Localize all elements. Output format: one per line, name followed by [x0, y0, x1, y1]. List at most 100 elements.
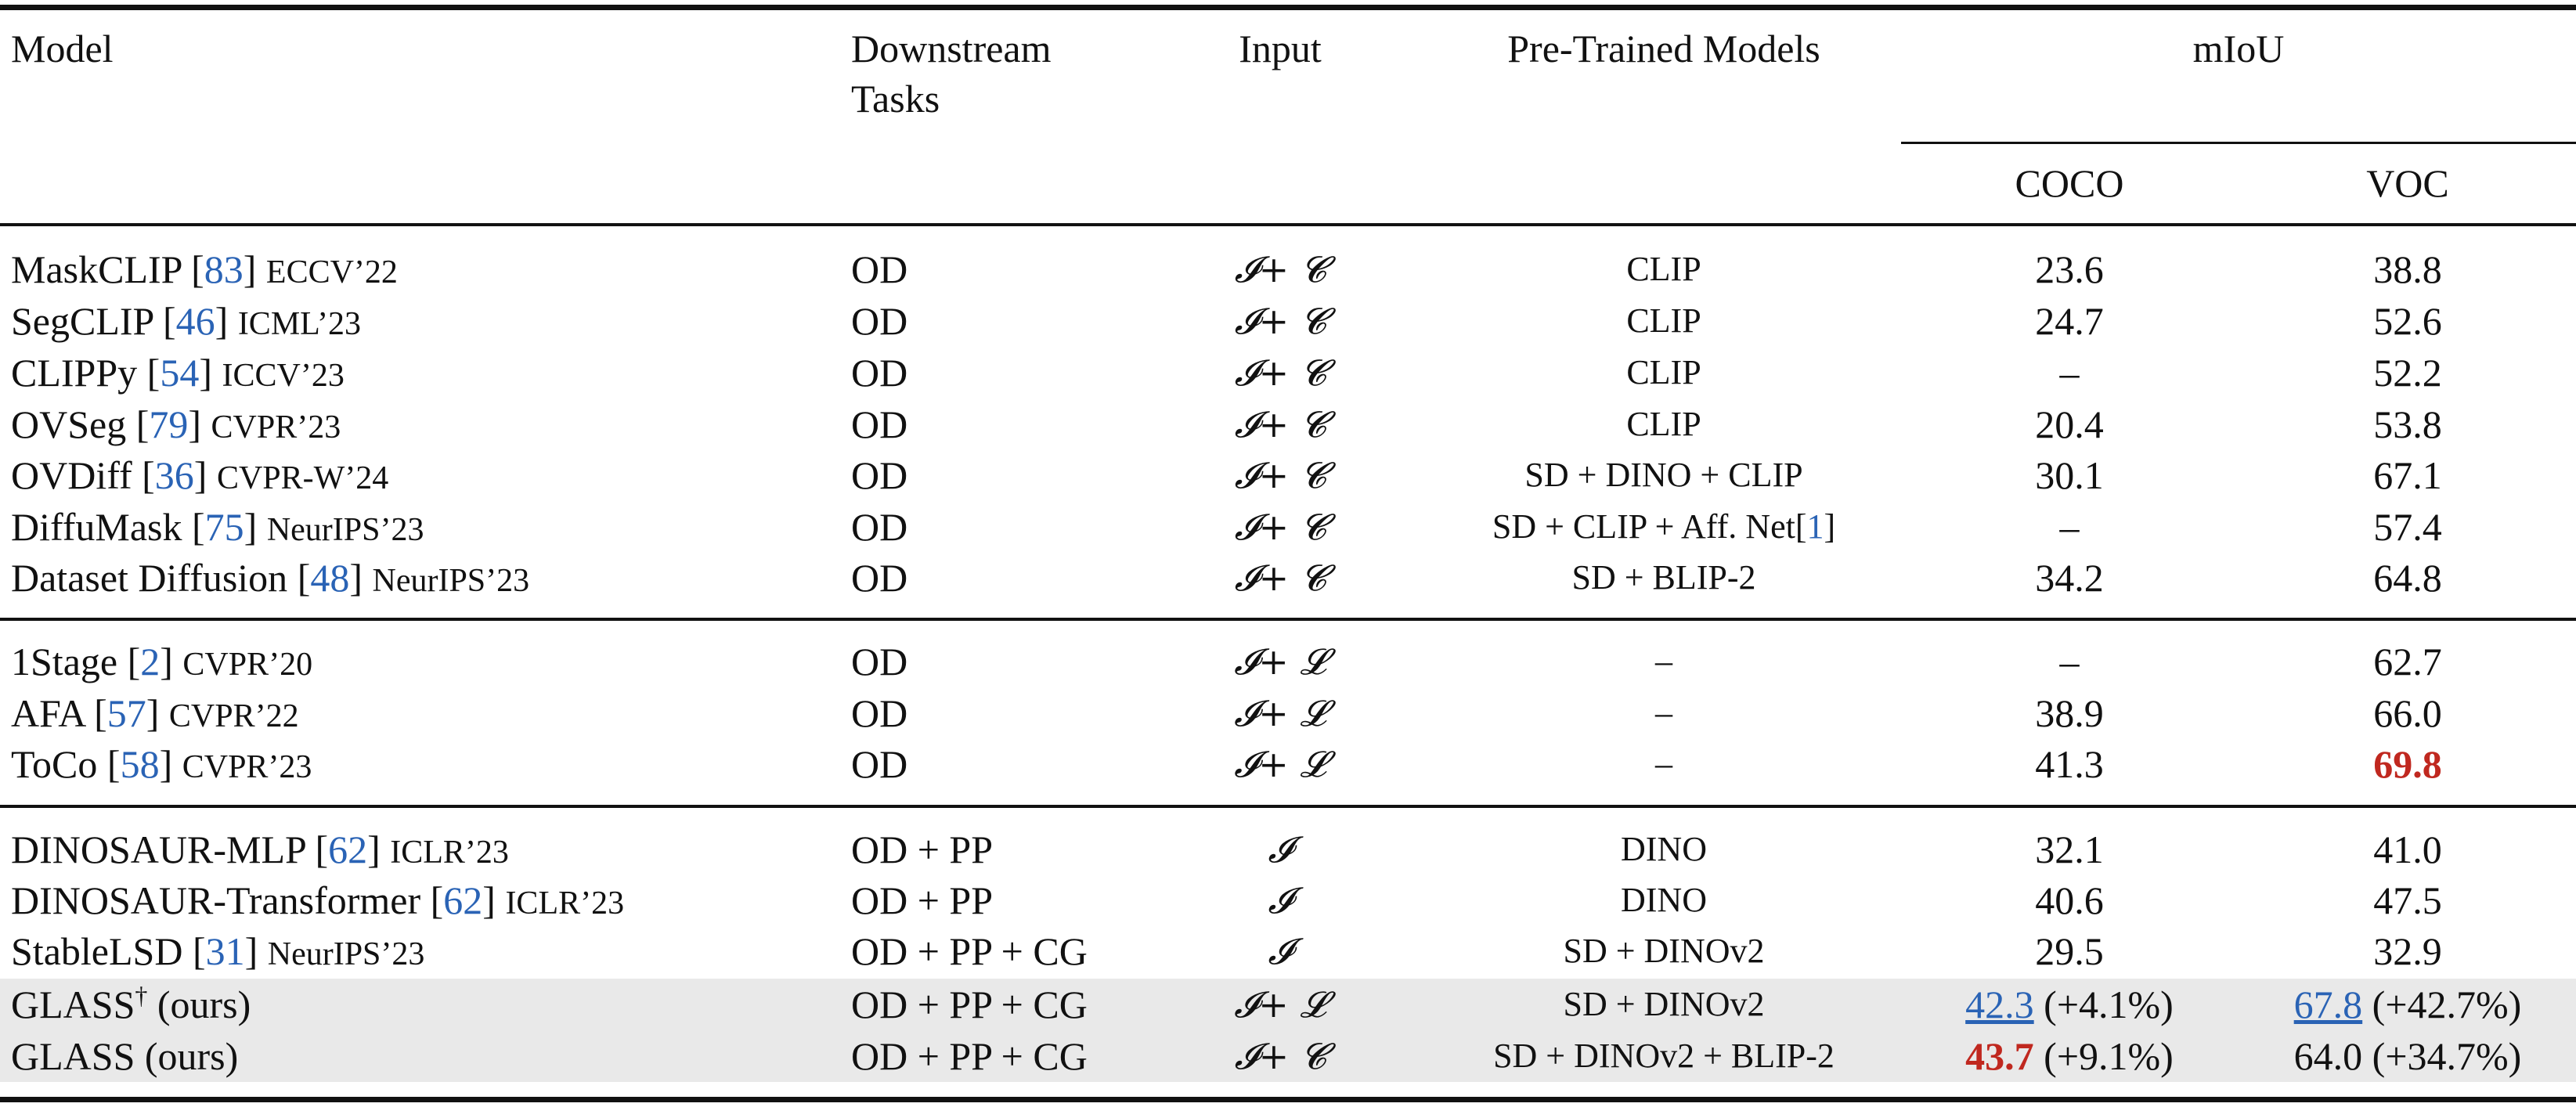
- coco-cell: 42.3 (+4.1%): [1901, 979, 2238, 1030]
- voc-value: 67.1: [2373, 453, 2442, 497]
- input-cell: 𝓘+ 𝓒: [1234, 1035, 1326, 1077]
- coco-value: 23.6: [2035, 247, 2104, 291]
- model-name: DiffuMask: [11, 505, 182, 549]
- model-name: CLIPPy: [11, 351, 138, 395]
- coco-cell: 32.1: [1901, 824, 2238, 875]
- pretrained-cell: SD + DINO + CLIP: [1409, 449, 1918, 501]
- pretrained-cell: SD + CLIP + Aff. Net[1]: [1492, 507, 1836, 546]
- input-cell: 𝓘+ 𝓒: [1234, 454, 1326, 496]
- header-bottom-rule: [0, 223, 2576, 226]
- pretrained-models: –: [1655, 694, 1672, 732]
- tasks-cell: OD: [851, 402, 908, 446]
- input-cell: 𝓘+ 𝓒: [1234, 300, 1326, 342]
- pretrained-models: CLIP: [1626, 405, 1701, 443]
- coco-cell: 23.6: [1901, 243, 2238, 295]
- citation-link[interactable]: 79: [149, 402, 189, 446]
- citation-link[interactable]: 31: [205, 929, 245, 973]
- table-row: DiffuMask [75] NeurIPS’23 OD 𝓘+ 𝓒 SD + CLIP…: [0, 501, 2576, 553]
- tasks-cell: OD + PP: [851, 878, 994, 922]
- citation-link[interactable]: 1: [1806, 507, 1824, 546]
- pretrained-models: CLIP: [1626, 301, 1701, 340]
- citation-link[interactable]: 62: [443, 878, 483, 922]
- table-bottom-rule: [0, 1097, 2576, 1102]
- citation-link[interactable]: 36: [154, 453, 194, 497]
- table-row: AFA [57] CVPR’22 OD 𝓘+ 𝓛 – 38.9 66.0: [0, 687, 2576, 739]
- coco-value: 20.4: [2035, 402, 2104, 446]
- pretrained-models: SD + DINOv2: [1563, 932, 1765, 970]
- miou-subheader-rule: [1901, 142, 2576, 144]
- coco-value: –: [2059, 351, 2080, 395]
- pretrained-cell: SD + BLIP-2: [1409, 552, 1918, 604]
- model-cell: GLASS† (ours): [11, 979, 251, 1030]
- voc-cell: 52.6: [2239, 295, 2576, 347]
- model-cell: StableLSD [31] NeurIPS’23: [11, 929, 425, 973]
- citation-link[interactable]: 46: [175, 299, 215, 343]
- model-suffix: (ours): [135, 1034, 239, 1078]
- coco-gain: (+9.1%): [2033, 1034, 2174, 1078]
- header-model: Model: [11, 27, 114, 70]
- table-top-rule: [0, 5, 2576, 10]
- citation-link[interactable]: 57: [106, 691, 146, 735]
- header-input: Input: [1239, 27, 1322, 70]
- citation-link[interactable]: 48: [310, 556, 350, 600]
- voc-gain: (+42.7%): [2362, 983, 2522, 1026]
- coco-cell: –: [1901, 347, 2238, 398]
- voc-cell: 64.0 (+34.7%): [2239, 1030, 2576, 1082]
- coco-cell: –: [1901, 636, 2238, 687]
- citation-link[interactable]: 75: [204, 505, 244, 549]
- coco-value: –: [2059, 640, 2080, 683]
- citation-link[interactable]: 83: [204, 247, 244, 291]
- tasks-cell: OD: [851, 351, 908, 395]
- voc-cell: 57.4: [2239, 501, 2576, 553]
- coco-cell: 20.4: [1901, 398, 2238, 450]
- citation-link[interactable]: 62: [328, 828, 368, 871]
- table-row: ToCo [58] CVPR’23 OD 𝓘+ 𝓛 – 41.3 69.8: [0, 738, 2576, 790]
- header-voc: VOC: [2366, 161, 2449, 205]
- coco-value: 32.1: [2035, 828, 2104, 871]
- model-cell: SegCLIP [46] ICML’23: [11, 299, 361, 343]
- pretrained-models: SD + DINOv2 + BLIP-2: [1493, 1037, 1835, 1075]
- coco-value: 43.7: [1965, 1034, 2034, 1078]
- input-cell: 𝓘+ 𝓛: [1234, 743, 1326, 785]
- tasks-cell: OD: [851, 505, 908, 549]
- tasks-cell: OD: [851, 453, 908, 497]
- tasks-cell: OD + PP + CG: [851, 1034, 1088, 1078]
- voc-cell: 38.8: [2239, 243, 2576, 295]
- citation-link[interactable]: 54: [160, 351, 200, 395]
- venue-label: NeurIPS’23: [267, 936, 425, 972]
- tasks-cell: OD + PP: [851, 828, 994, 871]
- pretrained-cell: DINO: [1409, 824, 1918, 875]
- voc-value: 38.8: [2373, 247, 2442, 291]
- coco-value: 40.6: [2035, 878, 2104, 922]
- input-cell: 𝓘: [1268, 930, 1293, 972]
- input-cell: 𝓘: [1268, 828, 1293, 871]
- citation-link[interactable]: 2: [140, 640, 161, 683]
- input-cell: 𝓘+ 𝓛: [1234, 640, 1326, 683]
- citation-link[interactable]: 58: [120, 742, 160, 786]
- table-row: GLASS† (ours) OD + PP + CG 𝓘+ 𝓛 SD + DINOv2…: [0, 979, 2576, 1032]
- input-cell: 𝓘+ 𝓒: [1234, 506, 1326, 548]
- coco-cell: –: [1901, 501, 2238, 553]
- venue-label: NeurIPS’23: [266, 512, 424, 548]
- pretrained-cell: DINO: [1409, 874, 1918, 926]
- header-miou: mIoU: [2192, 27, 2285, 70]
- section-1-bottom-rule: [0, 618, 2576, 621]
- voc-cell: 47.5: [2239, 874, 2576, 926]
- model-name: GLASS: [11, 1034, 135, 1078]
- voc-value: 32.9: [2373, 929, 2442, 973]
- pretrained-cell: CLIP: [1409, 347, 1918, 398]
- header-tasks-line1: Downstream: [851, 27, 1052, 70]
- model-name: DINOSAUR-Transformer: [11, 878, 421, 922]
- header-pretrained: Pre-Trained Models: [1507, 27, 1820, 70]
- voc-gain: (+34.7%): [2362, 1034, 2522, 1078]
- pretrained-models: CLIP: [1626, 250, 1701, 288]
- tasks-cell: OD + PP + CG: [851, 983, 1088, 1026]
- voc-value: 64.0: [2293, 1034, 2363, 1078]
- table-row: MaskCLIP [83] ECCV’22 OD 𝓘+ 𝓒 CLIP 23.6 38.8: [0, 243, 2576, 295]
- model-name: AFA: [11, 691, 85, 735]
- coco-cell: 24.7: [1901, 295, 2238, 347]
- voc-value: 64.8: [2373, 556, 2442, 600]
- pretrained-models: –: [1655, 642, 1672, 680]
- section-2-bottom-rule: [0, 805, 2576, 808]
- tasks-cell: OD: [851, 691, 908, 735]
